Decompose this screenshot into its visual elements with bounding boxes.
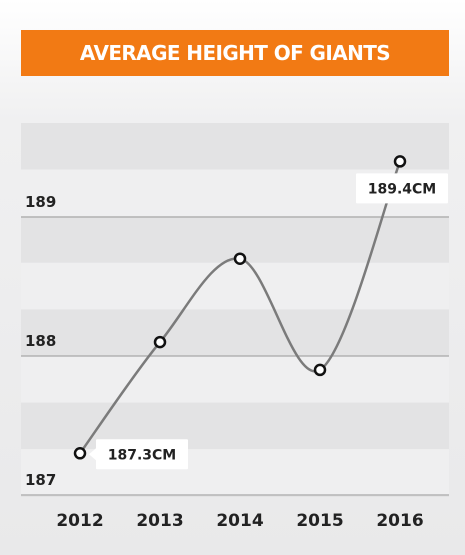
data-point <box>73 447 87 460</box>
background-band <box>21 402 449 450</box>
data-point <box>393 155 407 168</box>
x-axis-labels: 2012 2013 2014 2015 2016 <box>56 511 423 531</box>
gridlines <box>21 216 449 496</box>
x-tick-label: 2014 <box>216 511 263 531</box>
data-point <box>233 252 247 265</box>
data-point <box>153 335 167 349</box>
background-band <box>21 356 449 403</box>
annotation-box <box>96 439 188 470</box>
series-line <box>78 160 402 455</box>
x-tick-label: 2016 <box>376 511 423 531</box>
annotations: 187.3CM 189.4CM <box>89 173 448 470</box>
annotation-label: 187.3CM <box>108 447 177 463</box>
y-tick-label: 187 <box>25 471 56 489</box>
background-band <box>21 495 449 497</box>
x-tick-label: 2015 <box>296 511 343 531</box>
x-tick-label: 2013 <box>136 511 183 531</box>
title-banner: AVERAGE HEIGHT OF GIANTS <box>21 30 449 76</box>
annotation-box <box>356 173 448 204</box>
chart-title: AVERAGE HEIGHT OF GIANTS <box>79 41 391 65</box>
annotation: 187.3CM <box>89 439 188 470</box>
y-tick-label: 189 <box>25 193 56 211</box>
data-points <box>73 155 407 460</box>
background-band <box>21 309 449 356</box>
y-tick-label: 188 <box>25 332 56 350</box>
background-band <box>21 123 449 170</box>
background-band <box>21 262 449 310</box>
annotation-pointer <box>89 448 96 461</box>
annotation-label: 189.4CM <box>368 181 437 197</box>
data-point <box>313 363 327 377</box>
annotation: 189.4CM <box>356 173 448 204</box>
x-tick-label: 2012 <box>56 511 103 531</box>
y-axis-labels: 187 188 189 <box>25 193 56 489</box>
